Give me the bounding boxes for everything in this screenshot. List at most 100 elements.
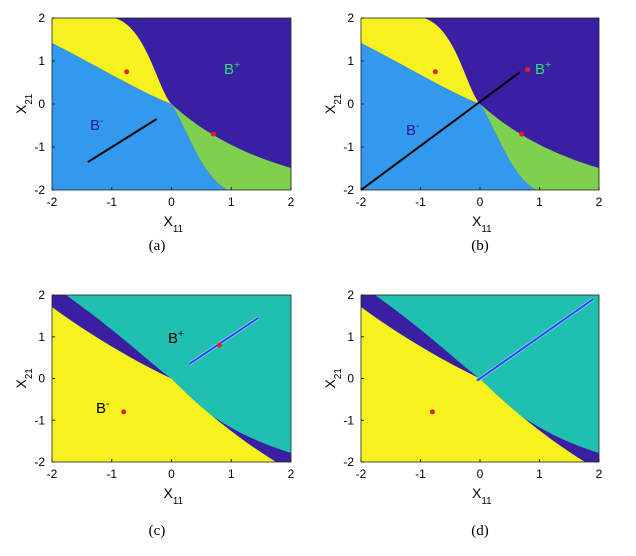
y-tick-label: 1 bbox=[347, 54, 354, 68]
caption: (b) bbox=[471, 238, 489, 254]
y-tick-label: -2 bbox=[343, 455, 354, 469]
x-axis-label: X11 bbox=[164, 485, 184, 507]
y-tick-label: -1 bbox=[343, 140, 354, 154]
y-axis-label: X21 bbox=[322, 94, 344, 114]
x-tick-label: 1 bbox=[536, 467, 543, 481]
y-axis-label-base: X bbox=[13, 104, 29, 114]
caption: (c) bbox=[149, 523, 166, 539]
y-tick-label: 1 bbox=[347, 330, 354, 344]
x-axis-label-sub: 11 bbox=[481, 224, 491, 235]
y-tick-label: 2 bbox=[347, 288, 354, 302]
region-label-sup: + bbox=[234, 59, 240, 71]
y-tick-label: -2 bbox=[34, 183, 45, 197]
y-tick-label: -2 bbox=[343, 183, 354, 197]
segment bbox=[188, 317, 259, 365]
region bbox=[52, 43, 228, 190]
region bbox=[52, 18, 172, 104]
x-tick-label: 2 bbox=[596, 467, 603, 481]
x-tick-label: 0 bbox=[168, 195, 175, 209]
region-label-base: B bbox=[90, 117, 100, 134]
region-label-base: B bbox=[168, 330, 178, 347]
y-tick-label: 2 bbox=[38, 11, 45, 25]
region-label-sup: - bbox=[106, 398, 110, 410]
region-label: B+ bbox=[535, 59, 551, 78]
x-axis-label: X11 bbox=[164, 213, 184, 235]
y-tick-label: 2 bbox=[38, 288, 45, 302]
x-axis-label-base: X bbox=[472, 485, 482, 501]
region bbox=[361, 43, 537, 190]
region-label-base: B bbox=[406, 122, 416, 139]
y-tick-label: -1 bbox=[34, 413, 45, 427]
region-label-sup: - bbox=[100, 115, 104, 127]
segment bbox=[476, 298, 594, 382]
point bbox=[210, 131, 216, 137]
y-tick-label: -2 bbox=[34, 455, 45, 469]
region-label: B+ bbox=[168, 328, 184, 347]
x-tick-label: 1 bbox=[536, 195, 543, 209]
x-tick-label: -2 bbox=[356, 467, 367, 481]
y-axis-label: X21 bbox=[322, 368, 344, 388]
region-label: B- bbox=[406, 120, 420, 139]
point bbox=[519, 131, 525, 137]
caption: (d) bbox=[471, 523, 489, 539]
point bbox=[124, 69, 130, 75]
region bbox=[171, 104, 291, 190]
point bbox=[429, 409, 435, 415]
x-tick-label: -1 bbox=[415, 195, 426, 209]
y-axis-label-base: X bbox=[13, 379, 29, 389]
region bbox=[52, 307, 276, 462]
y-tick-label: 0 bbox=[38, 372, 45, 386]
region-label: B+ bbox=[224, 59, 240, 78]
x-tick-label: -2 bbox=[47, 467, 58, 481]
x-tick-label: -1 bbox=[415, 467, 426, 481]
region bbox=[480, 104, 599, 190]
region-label-sup: + bbox=[545, 59, 551, 71]
region-label-base: B bbox=[224, 61, 234, 78]
x-tick-label: -2 bbox=[47, 195, 58, 209]
x-tick-label: -2 bbox=[356, 195, 367, 209]
x-tick-label: 1 bbox=[228, 467, 235, 481]
x-axis-label-base: X bbox=[164, 213, 174, 229]
y-tick-label: -1 bbox=[343, 413, 354, 427]
region bbox=[361, 307, 585, 462]
point bbox=[432, 69, 438, 75]
y-axis-label: X21 bbox=[13, 94, 35, 114]
y-tick-label: 1 bbox=[38, 330, 45, 344]
x-tick-label: 1 bbox=[228, 195, 235, 209]
y-axis-label-base: X bbox=[322, 104, 338, 114]
y-axis-label-sub: 21 bbox=[333, 368, 344, 379]
y-axis-label-sub: 21 bbox=[333, 94, 344, 105]
x-tick-label: 0 bbox=[168, 467, 175, 481]
y-tick-label: 1 bbox=[38, 54, 45, 68]
x-axis-label: X11 bbox=[472, 485, 492, 507]
x-tick-label: 0 bbox=[477, 195, 484, 209]
x-tick-label: 2 bbox=[288, 467, 295, 481]
x-tick-label: -1 bbox=[106, 467, 117, 481]
caption: (a) bbox=[149, 238, 166, 254]
segment bbox=[87, 118, 158, 163]
region-label-base: B bbox=[535, 61, 545, 78]
x-tick-label: 2 bbox=[596, 195, 603, 209]
region-label-sup: + bbox=[178, 328, 184, 340]
x-axis-label-sub: 11 bbox=[173, 496, 183, 507]
x-tick-label: 2 bbox=[288, 195, 295, 209]
y-tick-label: 0 bbox=[347, 97, 354, 111]
x-axis-label-base: X bbox=[164, 485, 174, 501]
y-tick-label: 2 bbox=[347, 11, 354, 25]
y-axis-label-sub: 21 bbox=[24, 368, 35, 379]
region-label: B- bbox=[96, 398, 110, 417]
region-label-base: B bbox=[96, 400, 106, 417]
y-axis-label-sub: 21 bbox=[24, 94, 35, 105]
y-tick-label: 0 bbox=[347, 372, 354, 386]
x-axis-label: X11 bbox=[472, 213, 492, 235]
x-axis-label-sub: 11 bbox=[173, 224, 183, 235]
point bbox=[121, 409, 127, 415]
region bbox=[361, 18, 480, 104]
region-label: B- bbox=[90, 115, 104, 134]
x-tick-label: -1 bbox=[106, 195, 117, 209]
